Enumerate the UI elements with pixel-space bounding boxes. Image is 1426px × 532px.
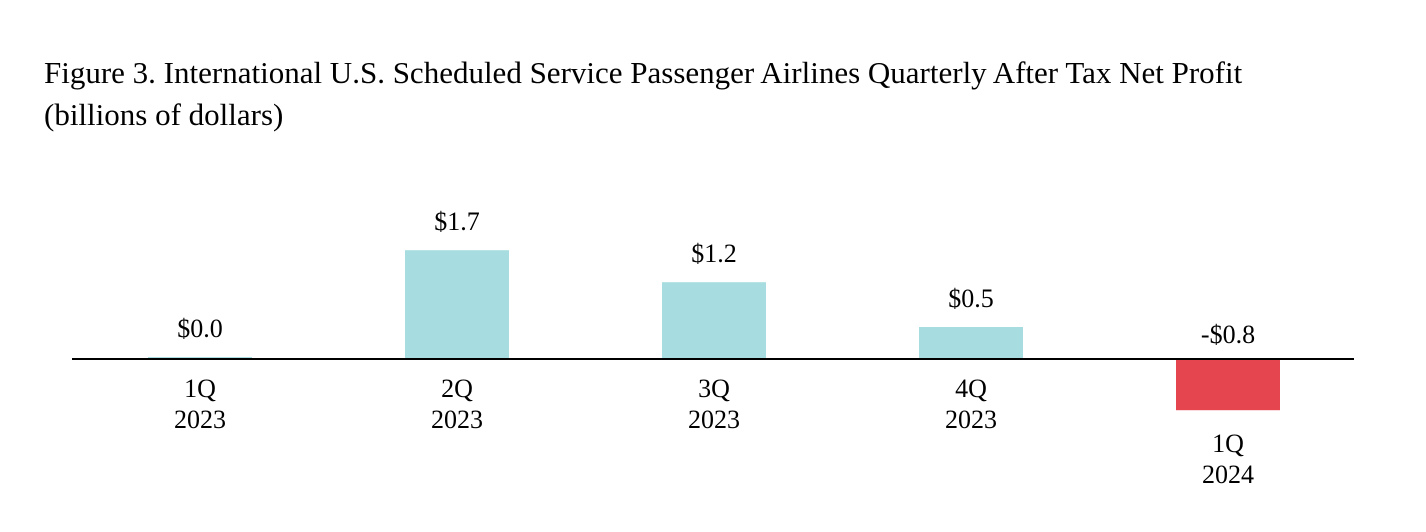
x-tick-label: 1Q [1212,429,1244,458]
x-tick-label: 4Q [955,374,987,403]
data-label: $1.7 [434,207,480,236]
data-label: $1.2 [691,239,737,268]
data-label: $0.5 [948,284,994,313]
x-tick-label: 2023 [431,405,483,434]
x-tick-label: 1Q [184,374,216,403]
bar-1q-2024 [1176,359,1280,411]
bar-3q-2023 [662,282,766,359]
chart-title-line: Figure 3. International U.S. Scheduled S… [44,55,1243,90]
data-label: $0.0 [177,314,223,343]
chart-subtitle: (billions of dollars) [44,97,284,132]
labels-group: $0.01Q2023$1.72Q2023$1.23Q2023$0.54Q2023… [174,207,1255,489]
data-label: -$0.8 [1201,320,1255,349]
x-tick-label: 3Q [698,374,730,403]
bar-2q-2023 [405,250,509,359]
x-tick-label: 2023 [945,405,997,434]
bar-4q-2023 [919,327,1023,359]
x-tick-label: 2Q [441,374,473,403]
chart-title: Figure 3. International U.S. Scheduled S… [44,52,1414,136]
x-tick-label: 2023 [688,405,740,434]
bars-group [148,250,1280,411]
x-tick-label: 2023 [174,405,226,434]
x-tick-label: 2024 [1202,460,1254,489]
